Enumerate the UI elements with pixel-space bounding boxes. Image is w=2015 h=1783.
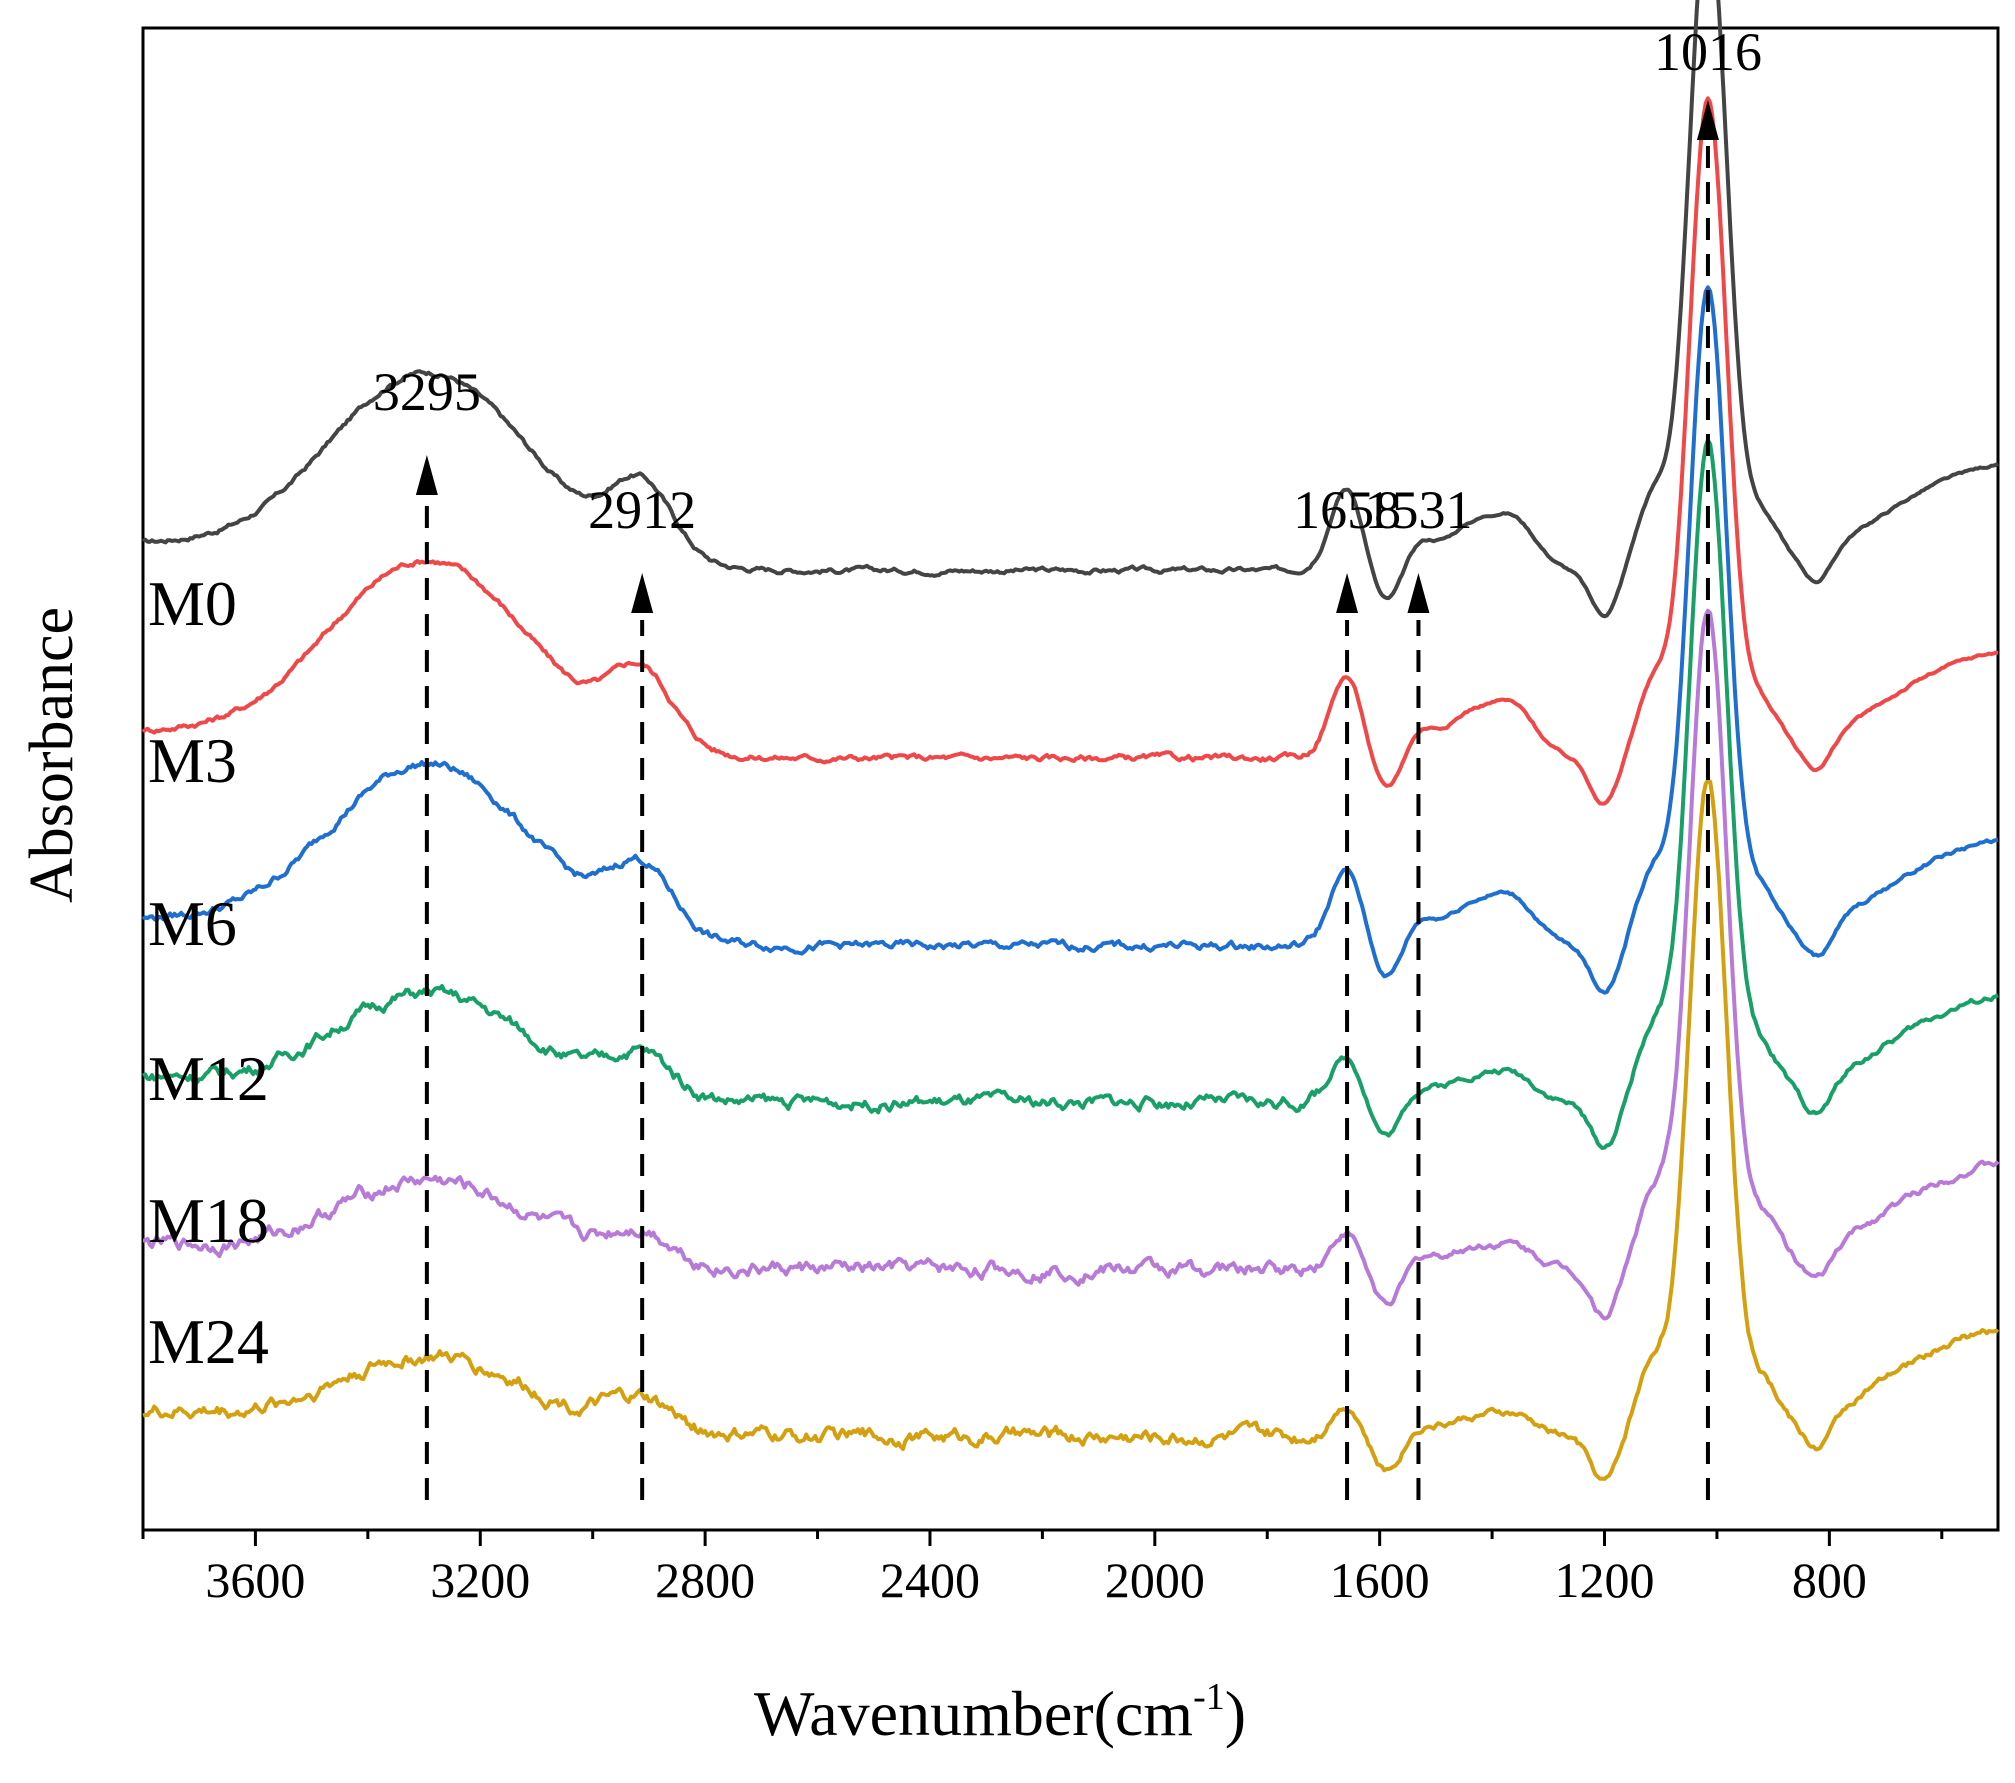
marker-arrow-2912	[631, 573, 654, 613]
series-label-layer: M0 M3 M6 M12 M18 M24	[148, 568, 269, 1377]
series-line-m24	[142, 778, 2000, 1481]
marker-arrow-1016	[1696, 100, 1719, 140]
x-axis-label: Wavenumber(cm-1)	[754, 1676, 1246, 1749]
marker-label-2912: 2912	[588, 480, 696, 540]
x-axis-label-close: )	[1225, 1678, 1246, 1749]
series-label-m24: M24	[148, 1306, 269, 1377]
series-line-m12	[142, 438, 1999, 1150]
x-tick-label-2400: 2400	[880, 1552, 980, 1608]
series-label-m3: M3	[148, 725, 237, 796]
series-layer	[141, 0, 2000, 1481]
marker-arrow-1658	[1336, 573, 1359, 613]
series-line-m0	[141, 0, 2000, 619]
marker-label-1658: 1658	[1293, 480, 1401, 540]
marker-arrow-1531	[1407, 573, 1430, 613]
plot-frame	[141, 26, 2000, 1532]
marker-arrow-3295	[415, 455, 438, 495]
x-axis-label-main: Wavenumber(cm	[754, 1678, 1193, 1749]
series-line-m6	[141, 285, 1999, 995]
series-label-m6: M6	[148, 888, 237, 959]
x-tick-label-3200: 3200	[430, 1552, 530, 1608]
x-tick-label-2800: 2800	[655, 1552, 755, 1608]
x-tick-layer: 3600 3200 2800 2400 2000 1600 1200 800	[141, 1530, 1944, 1608]
series-label-m18: M18	[148, 1185, 269, 1256]
marker-label-1531: 1531	[1364, 480, 1472, 540]
series-line-m3	[141, 96, 1999, 806]
x-tick-label-1200: 1200	[1555, 1552, 1655, 1608]
marker-label-1016: 1016	[1654, 22, 1762, 82]
series-label-m12: M12	[148, 1043, 269, 1114]
y-axis-label: Absorbance	[18, 607, 86, 903]
x-axis-label-superscript: -1	[1193, 1676, 1225, 1718]
x-tick-label-800: 800	[1792, 1552, 1867, 1608]
x-tick-label-2000: 2000	[1105, 1552, 1205, 1608]
x-tick-label-3600: 3600	[205, 1552, 305, 1608]
series-label-m0: M0	[148, 568, 237, 639]
x-tick-label-1600: 1600	[1330, 1552, 1430, 1608]
series-line-m18	[143, 608, 2000, 1321]
marker-label-3295: 3295	[373, 362, 481, 422]
